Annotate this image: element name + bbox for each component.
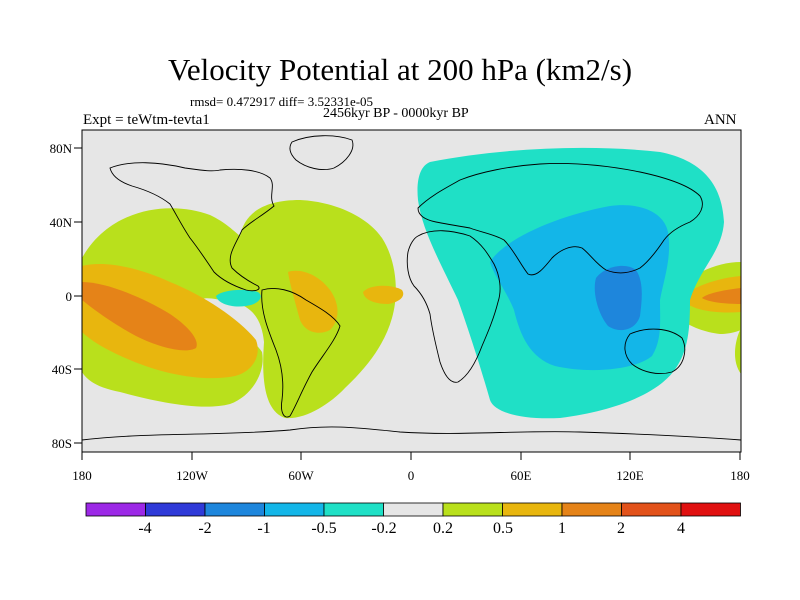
contour-positive-0.5-atlantic [288, 270, 338, 333]
lat-tick-80s: 80S [51, 436, 72, 451]
colorbar-label: -2 [198, 520, 212, 537]
colorbar-swatch [502, 502, 563, 517]
colorbar-label: 4 [677, 520, 685, 537]
colorbar-label: -0.5 [311, 520, 337, 537]
map-title: Velocity Potential at 200 hPa (km2/s) [167, 52, 633, 87]
contour-positive-1 [82, 282, 197, 351]
colorbar-swatch [85, 502, 146, 517]
lon-tick-180e: 180 [730, 468, 750, 483]
colorbar-swatch [264, 502, 325, 517]
colorbar-label: -4 [138, 520, 152, 537]
lon-tick-120e: 120E [616, 468, 644, 483]
rmsd-diff-stats: rmsd= 0.472917 diff= 3.52331e-05 [190, 94, 374, 109]
lat-tick-0: 0 [65, 289, 73, 304]
colorbar-swatch [204, 502, 265, 517]
lat-tick-40s: 40S [51, 362, 72, 377]
colorbar [85, 502, 741, 517]
contour-positive-1-west-pacific [702, 288, 741, 304]
colorbar-swatch [442, 502, 503, 517]
contour-positive-0.5-east-atlantic [363, 285, 404, 304]
coast-north-america [109, 162, 275, 292]
colorbar-swatch [561, 502, 622, 517]
coast-australia [624, 328, 686, 375]
lat-tick-40n: 40N [49, 215, 72, 230]
colorbar-swatch [323, 502, 384, 517]
contour-negative-0.2-east-pacific [216, 289, 261, 307]
lon-tick-60w: 60W [288, 468, 314, 483]
lon-ticks [81, 452, 741, 460]
colorbar-swatch [145, 502, 206, 517]
colorbar-label: -1 [257, 520, 271, 537]
coast-antarctica [82, 426, 741, 441]
lon-tick-180w: 180 [72, 468, 92, 483]
colorbar-label: -0.2 [371, 520, 397, 537]
coastlines [82, 135, 741, 441]
lon-tick-120w: 120W [176, 468, 208, 483]
season-label: ANN [704, 112, 737, 128]
lon-tick-60e: 60E [510, 468, 532, 483]
coast-south-america [261, 288, 341, 418]
colorbar-swatch [621, 502, 682, 517]
colorbar-label: 0.5 [493, 520, 513, 537]
colorbar-label: 2 [617, 520, 625, 537]
contour-positive-0.2-sw-pacific [734, 328, 741, 374]
experiment-label: Expt = teWtm-tevta1 [83, 112, 210, 128]
colorbar-label: 0.2 [433, 520, 453, 537]
time-period-label: 2456kyr BP - 0000kyr BP [323, 106, 469, 121]
colorbar-swatch [680, 502, 741, 517]
lat-ticks [74, 147, 82, 444]
colorbar-label: 1 [558, 520, 566, 537]
coast-africa [406, 230, 501, 383]
lat-tick-80n: 80N [49, 141, 72, 156]
coast-europe-asia [417, 163, 703, 276]
colorbar-swatch [383, 502, 444, 517]
coast-greenland [289, 135, 354, 171]
contour-negative-1 [594, 265, 642, 331]
lon-tick-0: 0 [407, 468, 415, 483]
map-field [82, 130, 741, 452]
